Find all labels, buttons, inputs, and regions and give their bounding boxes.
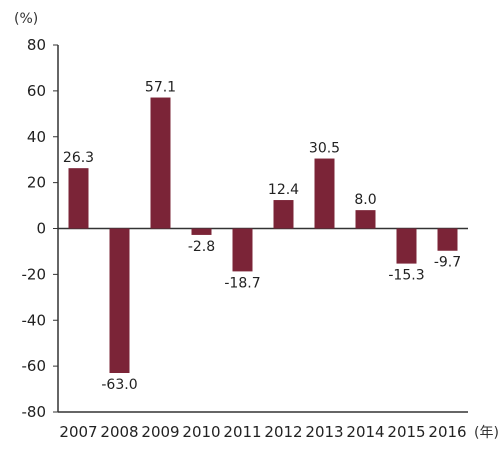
bar-2016 <box>437 228 458 251</box>
y-tick-label: -40 <box>22 311 47 329</box>
y-tick-label: 0 <box>36 220 46 238</box>
y-tick-label: 60 <box>27 82 46 100</box>
x-tick-label: 2014 <box>346 423 384 441</box>
y-axis: 80 60 40 20 0 -20 -40 -60 -80 <box>22 36 58 421</box>
x-axis-unit: (年) <box>474 425 499 441</box>
x-tick-label: 2010 <box>182 423 220 441</box>
x-tick-label: 2009 <box>141 423 179 441</box>
bar-2013 <box>314 158 335 229</box>
y-tick-label: 80 <box>27 36 46 54</box>
data-label-2008: -63.0 <box>101 377 137 393</box>
bar-2009 <box>150 97 171 229</box>
data-label-2009: 57.1 <box>145 80 176 96</box>
y-tick-label: -20 <box>22 265 47 283</box>
bar-2014 <box>355 210 376 229</box>
bars <box>68 97 458 374</box>
data-label-2010: -2.8 <box>188 239 215 255</box>
y-tick-label: -80 <box>22 403 47 421</box>
bar-2011 <box>232 228 253 272</box>
x-tick-label: 2015 <box>387 423 425 441</box>
bar-2008 <box>109 228 130 374</box>
data-label-2011: -18.7 <box>224 275 260 291</box>
data-label-2015: -15.3 <box>388 268 424 284</box>
y-axis-unit: (%) <box>14 11 38 27</box>
x-tick-label: 2016 <box>428 423 466 441</box>
x-tick-label: 2008 <box>100 423 138 441</box>
bar-2015 <box>396 228 417 264</box>
x-tick-label: 2011 <box>223 423 261 441</box>
data-label-2007: 26.3 <box>63 150 94 166</box>
bar-2010 <box>191 228 212 235</box>
x-tick-label: 2013 <box>305 423 343 441</box>
data-label-2016: -9.7 <box>434 255 461 271</box>
data-label-2013: 30.5 <box>309 141 340 157</box>
data-label-2012: 12.4 <box>268 182 299 198</box>
y-tick-label: -60 <box>22 357 47 375</box>
bar-2012 <box>273 200 294 229</box>
bar-2007 <box>68 168 89 229</box>
y-tick-label: 40 <box>27 128 46 146</box>
x-tick-label: 2012 <box>264 423 302 441</box>
x-tick-label: 2007 <box>59 423 97 441</box>
data-labels: 26.3 -63.0 57.1 -2.8 -18.7 12.4 30.5 8.0 -15.3 -9… <box>63 80 461 393</box>
y-tick-label: 20 <box>27 174 46 192</box>
x-axis: 2007 2008 2009 2010 2011 2012 2013 2014 2015 2016 <box>59 423 466 441</box>
data-label-2014: 8.0 <box>354 192 376 208</box>
